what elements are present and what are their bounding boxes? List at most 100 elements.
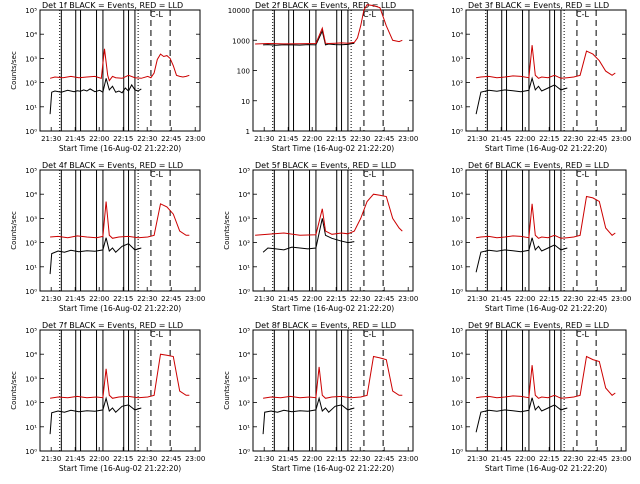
y-tick-label: 10 [241,98,250,106]
y-tick-label: 10³ [451,55,463,63]
x-tick-label: 22:45 [587,455,607,463]
plot-frame [39,169,201,292]
y-tick-label: 10⁵ [25,327,37,335]
y-axis-label: Counts/sec [223,371,231,410]
chart-annotation: C-L [576,330,589,339]
y-tick-label: 10⁴ [451,191,463,199]
y-tick-label: 10³ [451,375,463,383]
x-tick-label: 23:00 [398,135,418,143]
y-tick-label: 100 [237,68,250,76]
x-tick-label: 22:15 [326,295,346,303]
chart-annotation: C-L [150,10,163,19]
y-tick-label: 10⁴ [25,31,37,39]
x-axis-label: Start Time (16-Aug-02 21:22:20) [272,144,394,153]
series-line-events [49,78,142,115]
x-tick-label: 21:30 [467,135,487,143]
y-tick-label: 10⁵ [451,327,463,335]
y-tick-label: 10⁵ [451,167,463,175]
chart-annotation: C-L [576,170,589,179]
y-tick-label: 10¹ [451,424,463,432]
x-axis-label: Start Time (16-Aug-02 21:22:20) [485,304,607,313]
x-tick-label: 23:00 [611,455,631,463]
y-tick-label: 10² [238,240,250,248]
x-axis-label: Start Time (16-Aug-02 21:22:20) [59,304,181,313]
chart-annotation: C-L [150,330,163,339]
x-tick-label: 22:30 [350,455,370,463]
y-tick-label: 10³ [25,375,37,383]
y-tick-label: 1000 [232,37,250,45]
series-line-events [262,218,355,253]
y-tick-label: 10⁰ [25,288,37,296]
x-tick-label: 22:30 [350,295,370,303]
x-tick-label: 22:30 [137,135,157,143]
x-axis-label: Start Time (16-Aug-02 21:22:20) [59,144,181,153]
x-tick-label: 23:00 [185,455,205,463]
x-tick-label: 22:30 [350,135,370,143]
plot-frame [252,169,414,292]
x-tick-label: 22:45 [587,135,607,143]
x-tick-label: 22:15 [113,135,133,143]
y-tick-label: 10⁴ [238,351,250,359]
x-tick-label: 22:45 [161,295,181,303]
x-tick-label: 22:15 [113,295,133,303]
chart-title: Det 8f BLACK = Events, RED = LLD [255,321,396,330]
y-tick-label: 10³ [451,215,463,223]
chart-title: Det 7f BLACK = Events, RED = LLD [42,321,183,330]
y-tick-label: 10² [238,400,250,408]
x-axis-label: Start Time (16-Aug-02 21:22:20) [272,304,394,313]
series-line-lld [50,201,190,239]
y-axis-label: Counts/sec [10,51,18,90]
y-tick-label: 10² [25,240,37,248]
x-tick-label: 21:45 [278,135,298,143]
x-tick-label: 21:30 [254,295,274,303]
x-tick-label: 22:30 [563,295,583,303]
y-tick-label: 10⁴ [451,31,463,39]
y-tick-label: 10⁰ [451,288,463,296]
x-tick-label: 22:00 [89,295,109,303]
y-tick-label: 10¹ [25,264,37,272]
x-tick-label: 22:00 [515,135,535,143]
y-tick-label: 10⁴ [25,191,37,199]
y-tick-label: 10⁴ [25,351,37,359]
x-axis-label: Start Time (16-Aug-02 21:22:20) [485,144,607,153]
chart-annotation: C-L [150,170,163,179]
x-tick-label: 23:00 [398,455,418,463]
x-tick-label: 21:30 [467,295,487,303]
chart-annotation: C-L [576,10,589,19]
chart-annotation: C-L [363,170,376,179]
y-tick-label: 10² [451,240,463,248]
x-tick-label: 22:15 [539,295,559,303]
x-tick-label: 22:00 [515,295,535,303]
x-tick-label: 21:30 [467,455,487,463]
chart-title: Det 9f BLACK = Events, RED = LLD [468,321,609,330]
y-axis-label: Counts/sec [223,211,231,250]
x-tick-label: 21:45 [65,295,85,303]
chart-title: Det 3f BLACK = Events, RED = LLD [468,1,609,10]
y-tick-label: 10³ [238,215,250,223]
x-tick-label: 21:45 [278,455,298,463]
y-tick-label: 10¹ [238,264,250,272]
x-tick-label: 22:30 [137,295,157,303]
series-line-lld [263,355,403,399]
chart-title: Det 6f BLACK = Events, RED = LLD [468,161,609,170]
x-tick-label: 22:45 [161,455,181,463]
x-axis-label: Start Time (16-Aug-02 21:22:20) [272,464,394,473]
y-tick-label: 10³ [238,375,250,383]
series-line-lld [49,48,190,82]
y-tick-label: 10¹ [25,104,37,112]
plot-frame [252,329,414,452]
y-tick-label: 10⁰ [25,448,37,456]
x-tick-label: 22:45 [374,295,394,303]
y-tick-label: 10³ [25,215,37,223]
x-tick-label: 22:45 [374,455,394,463]
x-tick-label: 22:00 [89,135,109,143]
plot-frame [252,9,414,132]
x-tick-label: 23:00 [611,295,631,303]
